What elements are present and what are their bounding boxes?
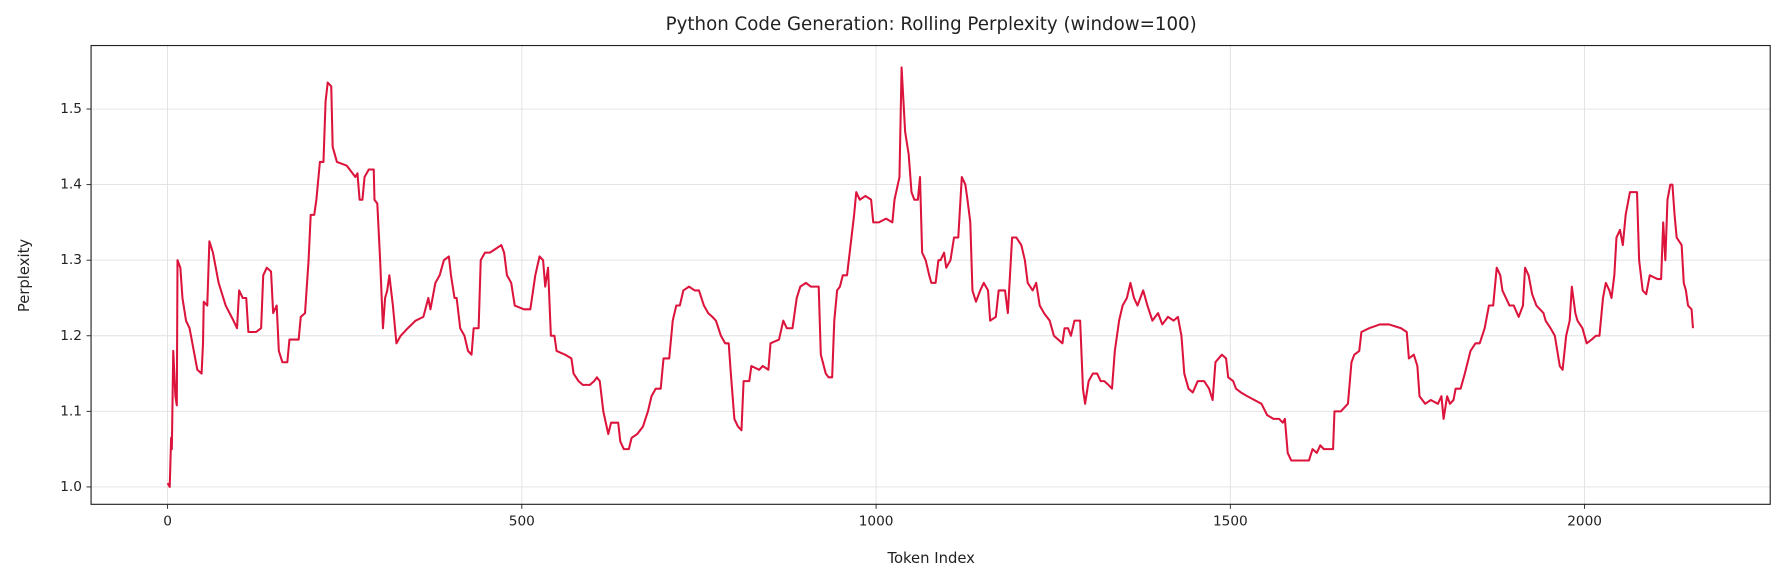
x-axis-title: Token Index	[886, 550, 975, 567]
y-tick-label: 1.4	[60, 177, 82, 193]
y-tick-label: 1.5	[60, 101, 82, 117]
x-tick-label: 500	[509, 513, 535, 529]
x-tick-label: 2000	[1567, 513, 1602, 529]
y-tick-label: 1.3	[60, 252, 82, 268]
y-tick-label: 1.1	[60, 403, 82, 419]
x-tick-label: 0	[163, 513, 172, 529]
y-axis-title: Perplexity	[16, 239, 33, 313]
data-line	[166, 66, 1694, 488]
plot-frame	[90, 44, 1771, 505]
y-tick-label: 1.2	[60, 328, 82, 344]
chart-title: Python Code Generation: Rolling Perplexi…	[666, 14, 1197, 35]
y-tick-label: 1.0	[60, 479, 82, 495]
x-tick-label: 1000	[859, 513, 894, 529]
x-tick-label: 1500	[1213, 513, 1248, 529]
